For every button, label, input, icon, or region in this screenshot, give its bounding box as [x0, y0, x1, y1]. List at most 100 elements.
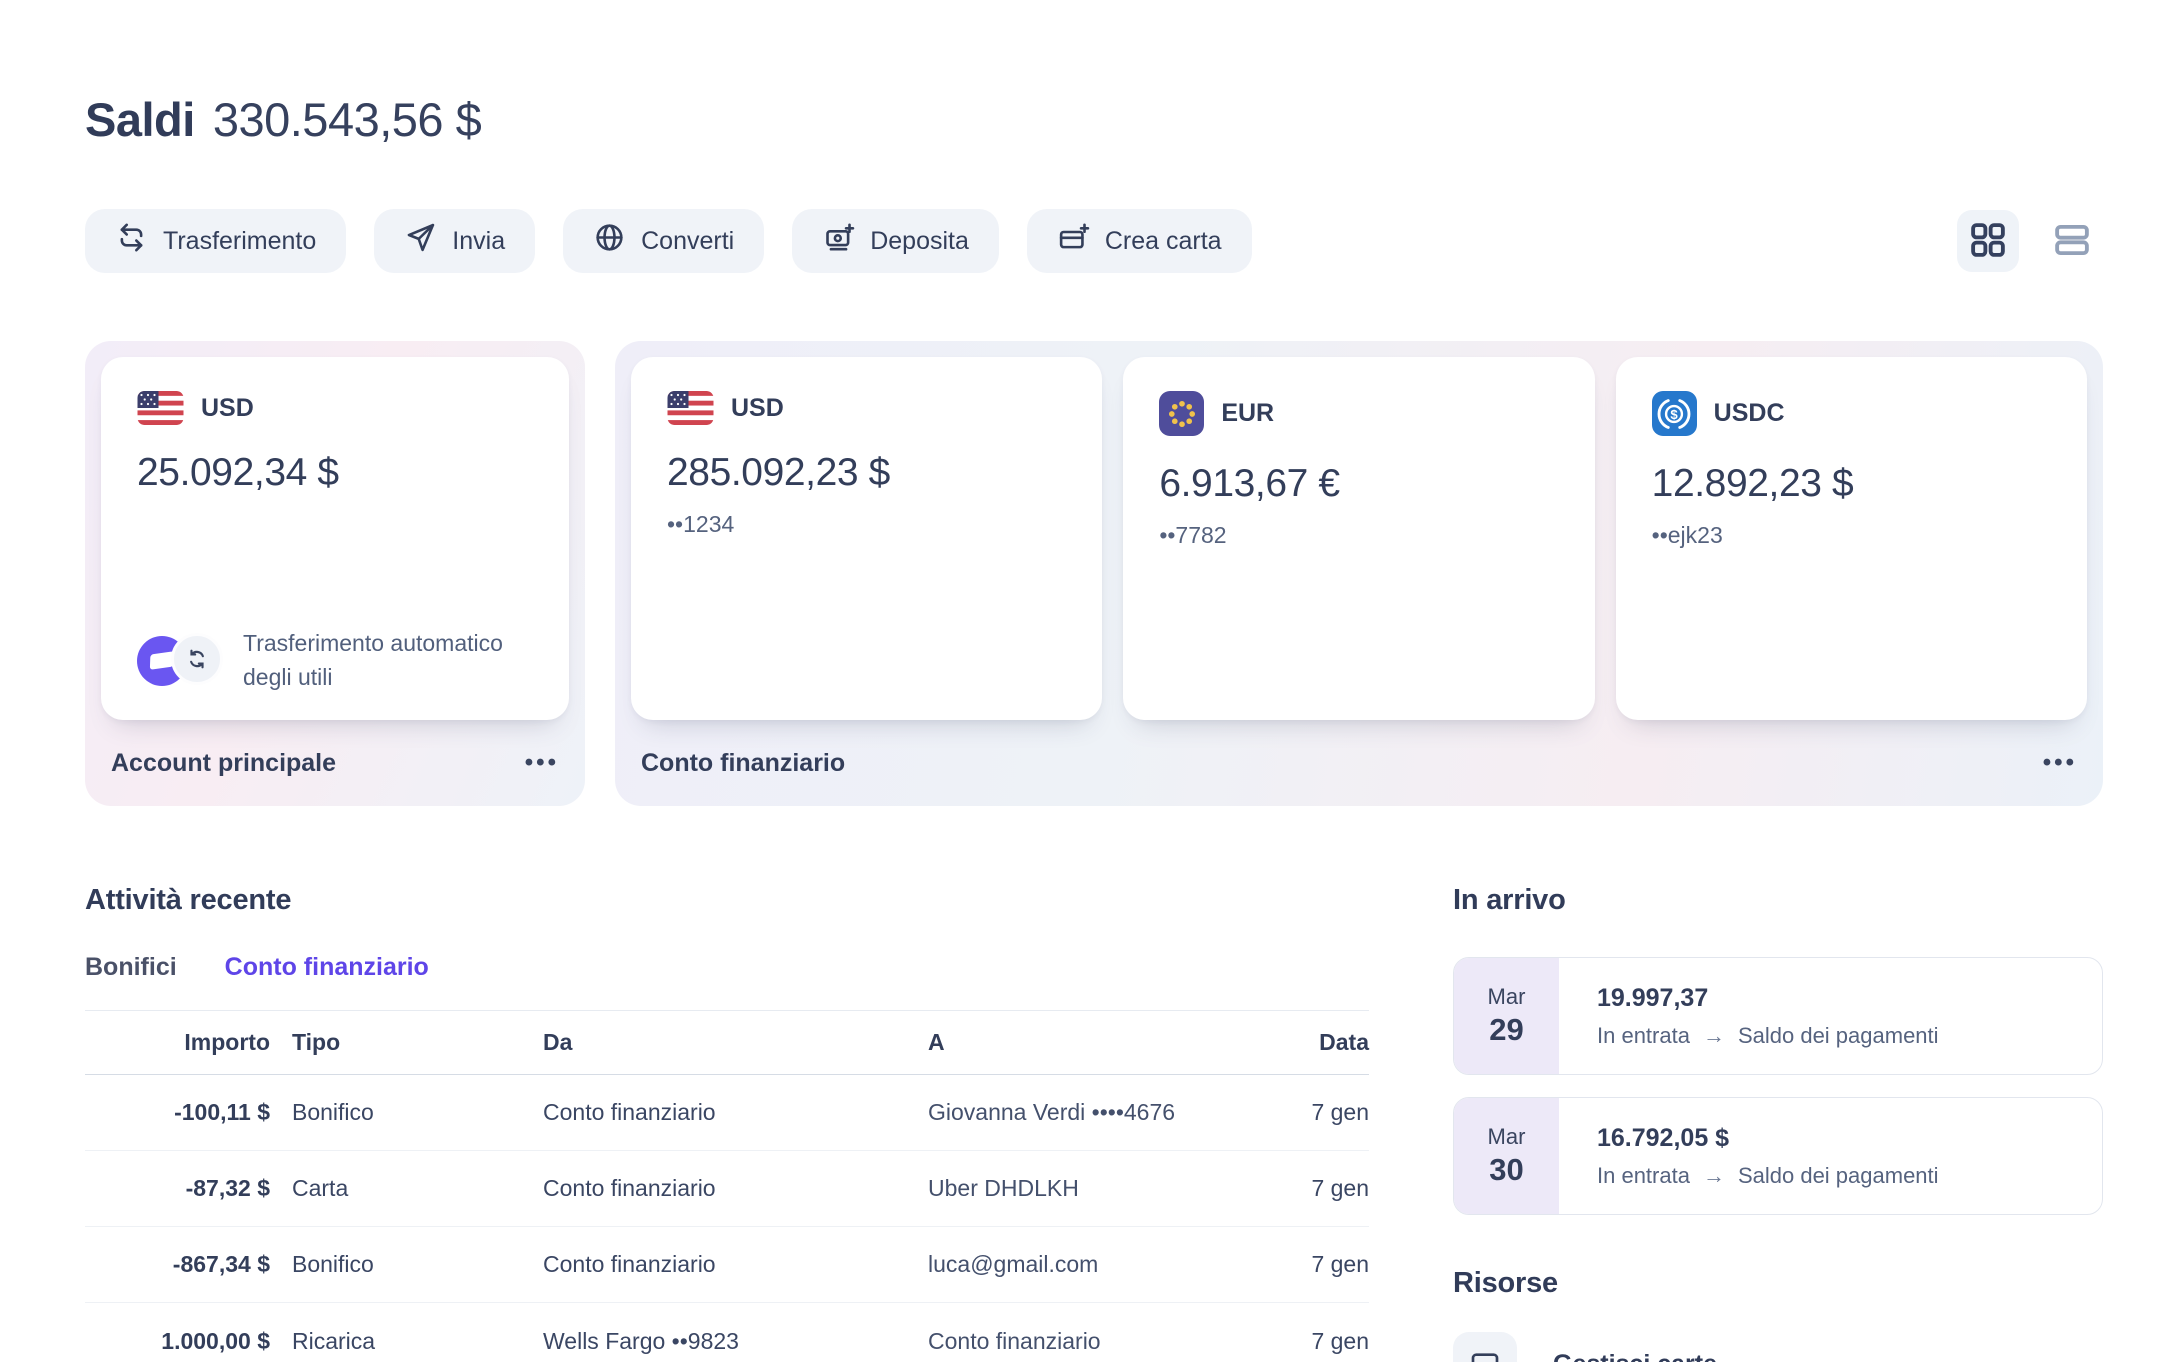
autopilot-label: Trasferimento automatico degli utili	[243, 630, 503, 690]
manage-cards-item[interactable]: Gestisci carte	[1453, 1332, 2103, 1362]
cell-amount: -100,11 $	[174, 1099, 270, 1125]
cell-to: luca@gmail.com	[928, 1251, 1099, 1277]
card-mask: ••1234	[667, 511, 735, 537]
create-card-icon	[1057, 221, 1090, 261]
resources-title: Risorse	[1453, 1267, 1558, 1299]
financial-cards-strip: USD 285.092,23 $ ••1234 EUR 6.913,67 € •…	[631, 357, 2087, 720]
table-row[interactable]: -867,34 $ Bonifico Conto finanziario luc…	[85, 1227, 1369, 1303]
table-row[interactable]: -87,32 $ Carta Conto finanziario Uber DH…	[85, 1151, 1369, 1227]
cell-type: Carta	[292, 1175, 349, 1201]
deposit-button[interactable]: Deposita	[792, 209, 999, 273]
header-data: Data	[1319, 1029, 1369, 1055]
create-card-button[interactable]: Crea carta	[1026, 209, 1252, 273]
incoming-route: In entrata → Saldo dei pagamenti	[1597, 1023, 1939, 1049]
card-balance: 6.913,67 €	[1159, 462, 1340, 505]
cell-amount: -87,32 $	[185, 1175, 270, 1201]
currency-row: $ USDC	[1651, 391, 2051, 436]
currency-row: USD	[667, 391, 1066, 425]
resources-section: Risorse Gestisci carte	[1453, 1267, 2103, 1362]
arrow-right-icon: →	[1702, 1162, 1725, 1188]
card-balance: 25.092,34 $	[137, 451, 339, 494]
main-cards-strip: USD 25.092,34 $ Trasferimento automatico…	[101, 357, 569, 720]
incoming-card[interactable]: Mar 29 19.997,37 In entrata → Saldo dei …	[1453, 957, 2103, 1075]
incoming-body: 19.997,37 In entrata → Saldo dei pagamen…	[1559, 958, 1959, 1074]
header-tipo: Tipo	[292, 1029, 341, 1055]
account-card-usdc[interactable]: $ USDC 12.892,23 $ ••ejk23	[1615, 357, 2087, 720]
route-direction: In entrata	[1597, 1022, 1690, 1048]
currency-code: USD	[201, 393, 254, 422]
header-a: A	[928, 1029, 945, 1055]
transfer-button[interactable]: Trasferimento	[85, 209, 347, 273]
eu-flag-icon	[1159, 391, 1205, 436]
cell-type: Bonifico	[292, 1251, 374, 1277]
cell-date: 7 gen	[1311, 1175, 1369, 1201]
date-badge: Mar 29	[1454, 958, 1559, 1074]
main-group-footer: Account principale •••	[101, 720, 569, 806]
incoming-card[interactable]: Mar 30 16.792,05 $ In entrata → Saldo de…	[1453, 1097, 2103, 1215]
incoming-amount: 19.997,37	[1597, 983, 1709, 1012]
account-group-financial: USD 285.092,23 $ ••1234 EUR 6.913,67 € •…	[615, 341, 2103, 806]
header-da: Da	[543, 1029, 573, 1055]
grid-view-icon	[1967, 219, 2009, 264]
list-view-button[interactable]	[2041, 210, 2103, 272]
cell-date: 7 gen	[1311, 1251, 1369, 1277]
arrow-right-icon: →	[1702, 1022, 1725, 1048]
route-destination: Saldo dei pagamenti	[1737, 1162, 1939, 1188]
incoming-body: 16.792,05 $ In entrata → Saldo dei pagam…	[1559, 1098, 1959, 1214]
send-label: Invia	[452, 226, 506, 255]
incoming-list: Mar 29 19.997,37 In entrata → Saldo dei …	[1453, 957, 2103, 1215]
main-group-menu-button[interactable]: •••	[525, 749, 559, 777]
cell-amount: 1.000,00 $	[161, 1327, 270, 1354]
account-card-usd[interactable]: USD 285.092,23 $ ••1234	[631, 357, 1103, 720]
activity-title: Attività recente	[85, 884, 292, 916]
cell-to: Uber DHDLKH	[928, 1175, 1079, 1201]
ellipsis-icon: •••	[2042, 749, 2077, 776]
currency-code: USDC	[1713, 399, 1785, 427]
account-card-eur[interactable]: EUR 6.913,67 € ••7782	[1123, 357, 1595, 720]
page-title: Saldi	[85, 93, 195, 146]
financial-group-label: Conto finanziario	[641, 748, 846, 777]
cell-to: Conto finanziario	[928, 1327, 1101, 1354]
view-toggle	[1957, 210, 2103, 272]
account-card-usd-main[interactable]: USD 25.092,34 $ Trasferimento automatico…	[101, 357, 569, 720]
cell-date: 7 gen	[1311, 1327, 1369, 1354]
create-card-label: Crea carta	[1104, 226, 1222, 255]
day-label: 30	[1489, 1152, 1524, 1187]
card-balance: 285.092,23 $	[667, 451, 890, 494]
currency-code: EUR	[1221, 399, 1275, 427]
cell-from: Wells Fargo ••9823	[543, 1327, 739, 1354]
grid-view-button[interactable]	[1957, 210, 2019, 272]
ellipsis-icon: •••	[524, 749, 559, 776]
main-content: Attività recente Bonifici Conto finanzia…	[85, 884, 2103, 1362]
route-destination: Saldo dei pagamenti	[1737, 1022, 1939, 1048]
cell-amount: -867,34 $	[172, 1251, 270, 1277]
cell-type: Bonifico	[292, 1099, 374, 1125]
globe-icon	[593, 221, 626, 261]
send-button[interactable]: Invia	[374, 209, 536, 273]
month-label: Mar	[1487, 1124, 1526, 1149]
route-direction: In entrata	[1597, 1162, 1690, 1188]
cell-date: 7 gen	[1311, 1099, 1369, 1125]
day-label: 29	[1489, 1012, 1524, 1047]
table-row[interactable]: -100,11 $ Bonifico Conto finanziario Gio…	[85, 1075, 1369, 1151]
incoming-section: In arrivo Mar 29 19.997,37 In entrata → …	[1453, 884, 2103, 1362]
financial-group-footer: Conto finanziario •••	[631, 720, 2087, 806]
svg-text:$: $	[1670, 406, 1678, 421]
total-balance: 330.543,56 $	[212, 93, 482, 146]
tabs-divider	[85, 1010, 1369, 1011]
transfer-label: Trasferimento	[163, 226, 317, 255]
list-view-icon	[2051, 219, 2093, 264]
convert-button[interactable]: Converti	[563, 209, 765, 273]
tab-bonifici[interactable]: Bonifici	[85, 953, 177, 981]
tab-conto-finanziario[interactable]: Conto finanziario	[224, 953, 429, 981]
currency-row: EUR	[1159, 391, 1558, 436]
currency-code: USD	[731, 393, 784, 422]
cell-from: Conto finanziario	[543, 1099, 716, 1125]
sync-icon	[171, 632, 223, 685]
action-buttons: Trasferimento Invia Converti Deposita Cr…	[85, 209, 1252, 273]
actions-row: Trasferimento Invia Converti Deposita Cr…	[85, 209, 2103, 273]
financial-group-menu-button[interactable]: •••	[2043, 749, 2077, 777]
table-header: Importo Tipo Da A Data	[85, 1011, 1369, 1075]
table-row[interactable]: 1.000,00 $ Ricarica Wells Fargo ••9823 C…	[85, 1303, 1369, 1362]
